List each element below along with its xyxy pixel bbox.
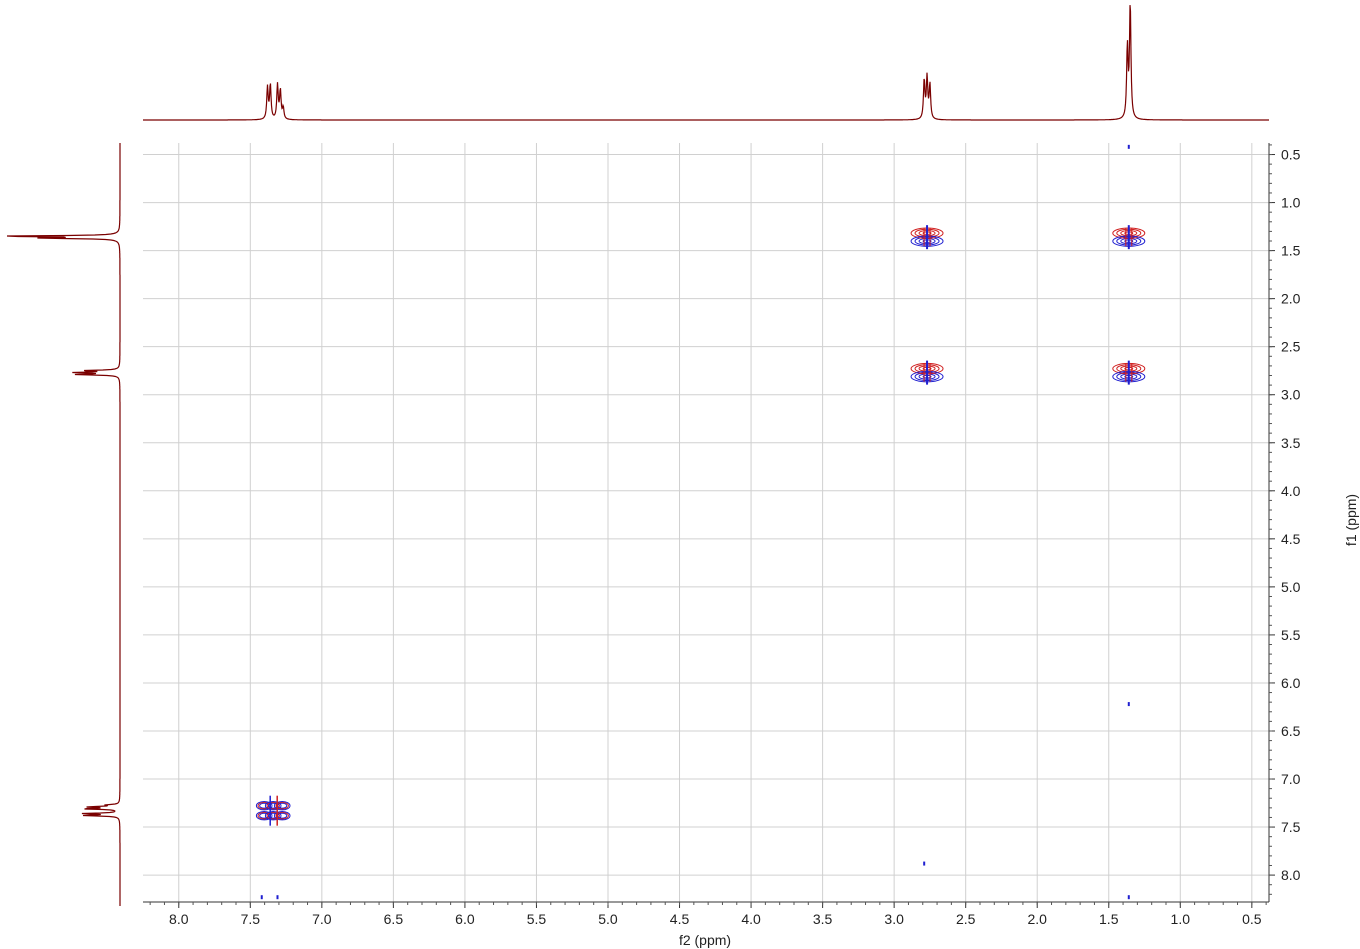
cross-peak-mark (260, 895, 263, 900)
y-tick-label: 2.5 (1281, 339, 1301, 355)
cross-peak-mark (276, 895, 279, 900)
y-tick-label: 5.0 (1281, 579, 1301, 595)
x-tick-label: 5.0 (598, 911, 618, 927)
y-tick-label: 7.5 (1281, 819, 1301, 835)
cross-peaks (255, 144, 1146, 900)
cross-peak (260, 895, 263, 900)
x-tick-label: 8.0 (169, 911, 189, 927)
cross-peak (910, 225, 944, 250)
contour-ring (255, 800, 273, 811)
y-tick-label: 6.0 (1281, 675, 1301, 691)
cross-peak (255, 795, 291, 826)
cross-peak-mark (1127, 702, 1130, 707)
y-axis: 0.5 1.0 1.5 2.0 2.5 3.0 3.5 4.0 4.5 5.0 5.5 6.0 6.5 7… (1269, 144, 1301, 895)
y-tick-label: 5.5 (1281, 627, 1301, 643)
contour-ring (266, 811, 280, 820)
cross-peak-mark (1127, 895, 1130, 900)
contour-ring (275, 801, 289, 810)
contour-ring (264, 810, 282, 821)
cross-peak-mark (923, 861, 926, 866)
contour-ring (275, 811, 289, 820)
contour-ring (255, 810, 273, 821)
x-tick-label: 6.0 (455, 911, 475, 927)
contour-ring (273, 800, 291, 811)
contour-ring (266, 801, 280, 810)
x-tick-label: 2.5 (956, 911, 976, 927)
y-tick-label: 1.5 (1281, 243, 1301, 259)
y-tick-label: 4.0 (1281, 483, 1301, 499)
x-tick-label: 4.0 (741, 911, 761, 927)
x-tick-label: 5.5 (527, 911, 547, 927)
contour-ring (264, 800, 282, 811)
x-tick-label: 1.0 (1171, 911, 1191, 927)
f2-projection-trace (143, 5, 1269, 121)
f2-projection-spectrum (143, 5, 1269, 121)
cross-peak (1127, 702, 1130, 707)
x-axis-label: f2 (ppm) (679, 932, 731, 948)
f1-projection-spectrum (6, 143, 121, 906)
cross-peak (276, 895, 279, 900)
x-tick-label: 3.0 (884, 911, 904, 927)
f1-projection-trace (6, 143, 121, 906)
y-tick-label: 0.5 (1281, 147, 1301, 163)
y-tick-label: 1.0 (1281, 195, 1301, 211)
y-tick-label: 8.0 (1281, 867, 1301, 883)
plot-frame (143, 143, 1270, 903)
y-tick-label: 4.5 (1281, 531, 1301, 547)
cross-peak (1127, 144, 1130, 149)
cross-peak (1127, 895, 1130, 900)
cross-peak (910, 360, 944, 385)
y-axis-label: f1 (ppm) (1343, 494, 1359, 546)
x-tick-label: 1.5 (1099, 911, 1119, 927)
x-tick-label: 4.5 (670, 911, 690, 927)
y-tick-label: 2.0 (1281, 291, 1301, 307)
y-tick-label: 3.5 (1281, 435, 1301, 451)
x-tick-label: 6.5 (384, 911, 404, 927)
x-tick-label: 3.5 (813, 911, 833, 927)
y-tick-label: 6.5 (1281, 723, 1301, 739)
cross-peak (1112, 225, 1146, 250)
cross-peak (1112, 360, 1146, 385)
x-tick-label: 7.5 (241, 911, 261, 927)
x-tick-label: 7.0 (312, 911, 332, 927)
y-tick-label: 7.0 (1281, 771, 1301, 787)
x-axis: 8.0 7.5 7.0 6.5 6.0 5.5 5.0 4.5 4.0 3.5 3.0 2.5 2.0 1… (149, 902, 1267, 927)
x-tick-label: 2.0 (1027, 911, 1047, 927)
grid (143, 143, 1269, 902)
x-tick-label: 0.5 (1242, 911, 1262, 927)
cross-peak-mark (1127, 144, 1130, 149)
contour-ring (273, 810, 291, 821)
y-tick-label: 3.0 (1281, 387, 1301, 403)
cross-peak (923, 861, 926, 866)
